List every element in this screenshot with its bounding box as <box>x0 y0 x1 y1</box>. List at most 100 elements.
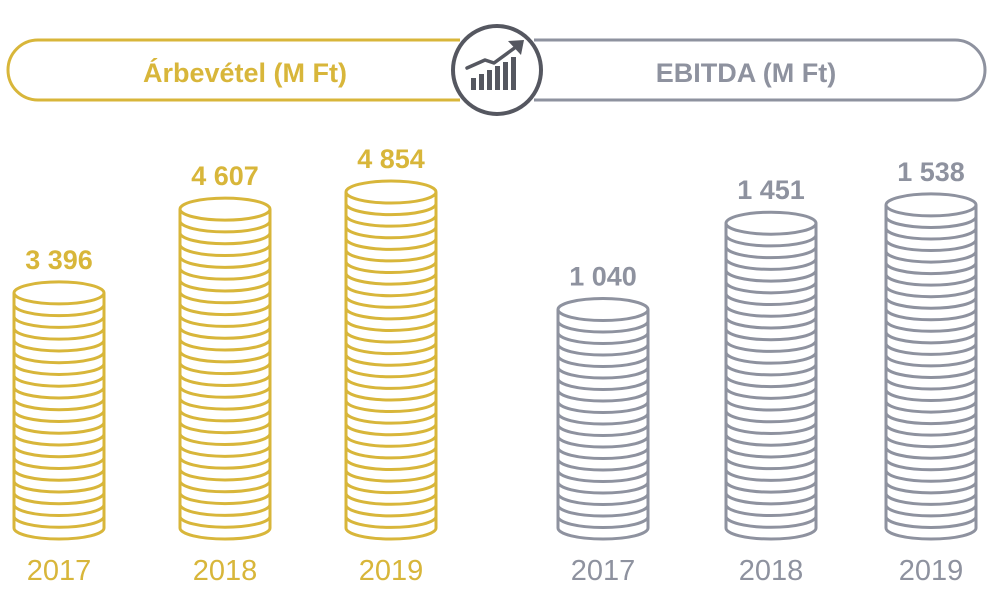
coin-ring <box>884 239 978 253</box>
coin-ring <box>724 480 818 494</box>
coin-ring <box>724 234 818 248</box>
coin-ring <box>724 351 818 365</box>
growth-chart-icon <box>451 24 543 116</box>
right-chart-title: EBITDA (M Ft) <box>656 58 836 88</box>
coin-stack-bar <box>344 179 438 541</box>
coin-ring <box>178 433 272 447</box>
coin-ring <box>178 480 272 494</box>
coin-ring <box>12 410 106 423</box>
coin-ring <box>344 434 438 448</box>
coin-ring <box>178 350 272 364</box>
coin-ring <box>556 412 650 426</box>
year-tick-label: 2017 <box>27 555 92 587</box>
coin-ring <box>884 262 978 276</box>
coin-ring <box>724 469 818 482</box>
coin-ring <box>724 457 818 471</box>
coin-stack-bar <box>556 297 650 541</box>
coin-ring <box>178 244 272 258</box>
value-label: 1 538 <box>897 157 965 187</box>
coin-ring <box>12 339 106 353</box>
coin-ring <box>178 492 272 506</box>
coin-ring <box>178 291 272 305</box>
coin-ring <box>12 316 106 329</box>
coin-ring <box>178 315 272 328</box>
coin-ring <box>724 246 818 260</box>
coin-stack-body <box>178 209 272 541</box>
coin-stack-body <box>556 309 650 541</box>
coin-ring <box>344 504 438 518</box>
coin-ring <box>12 421 106 435</box>
coin-ring <box>884 481 978 495</box>
coin-ring <box>12 480 106 494</box>
coin-ring <box>884 458 978 472</box>
coin-ring <box>724 304 818 318</box>
coin-ring <box>344 458 438 471</box>
coin-ring <box>884 319 978 333</box>
coin-ring <box>344 469 438 483</box>
coin-stack-bar <box>12 280 106 541</box>
coin-ring <box>12 327 106 341</box>
growth-icon-arrowhead <box>508 40 524 55</box>
growth-icon-bar <box>471 78 476 90</box>
coin-ring <box>556 504 650 518</box>
coin-ring <box>178 267 272 281</box>
year-tick-label: 2019 <box>899 555 964 587</box>
coin-stacks: 3 396 2017 4 607 2018 4 854 2019 1 040 2017 1 45… <box>12 144 978 587</box>
coin-ring <box>724 316 818 330</box>
coin-ring <box>724 492 818 506</box>
coin-ring <box>12 398 106 412</box>
coin-ring <box>178 279 272 293</box>
coin-ring <box>884 308 978 322</box>
coin-ring <box>724 281 818 295</box>
coin-ring <box>724 504 818 518</box>
coin-ring <box>344 238 438 251</box>
coin-ring <box>556 401 650 415</box>
coin-ring <box>12 515 106 529</box>
coin-ring <box>178 374 272 387</box>
coin-ring <box>344 284 438 298</box>
coin-ring <box>724 515 818 529</box>
coin-stack-bar <box>884 192 978 541</box>
coin-ring <box>344 516 438 529</box>
coin-ring <box>724 269 818 283</box>
coin-ring <box>178 220 272 234</box>
coin-ring <box>556 458 650 472</box>
coin-stack-top <box>178 196 272 222</box>
coin-ring <box>12 492 106 506</box>
coin-stack-top <box>724 210 818 236</box>
coin-stack-bar <box>724 210 818 541</box>
coin-ring <box>178 397 272 411</box>
value-label: 1 451 <box>737 175 805 205</box>
coin-ring <box>884 389 978 403</box>
coin-ring <box>724 340 818 353</box>
coin-ring <box>556 424 650 438</box>
coin-ring <box>884 446 978 460</box>
year-tick-label: 2018 <box>739 555 804 587</box>
coin-ring <box>178 232 272 246</box>
coin-ring <box>556 447 650 461</box>
coin-ring <box>12 386 106 400</box>
coin-ring <box>178 421 272 435</box>
coin-ring <box>884 354 978 368</box>
coin-ring <box>884 343 978 356</box>
value-label: 4 854 <box>357 144 425 174</box>
coin-ring <box>724 433 818 447</box>
coin-ring <box>724 422 818 435</box>
coin-ring <box>178 303 272 317</box>
coin-ring <box>344 319 438 332</box>
coin-ring <box>884 504 978 518</box>
coin-ring <box>724 375 818 389</box>
coin-stack-bar <box>178 196 272 541</box>
coin-ring <box>556 516 650 530</box>
coin-ring <box>344 353 438 367</box>
coin-ring <box>556 470 650 484</box>
coin-ring <box>884 285 978 299</box>
coin-ring <box>724 293 818 307</box>
coin-stack-body <box>724 223 818 541</box>
coin-ring <box>884 273 978 287</box>
growth-icon-bar <box>511 57 516 90</box>
header-bar: Árbevétel (M Ft) EBITDA (M Ft) <box>6 24 987 116</box>
coin-ring <box>344 342 438 356</box>
coin-ring <box>724 410 818 424</box>
